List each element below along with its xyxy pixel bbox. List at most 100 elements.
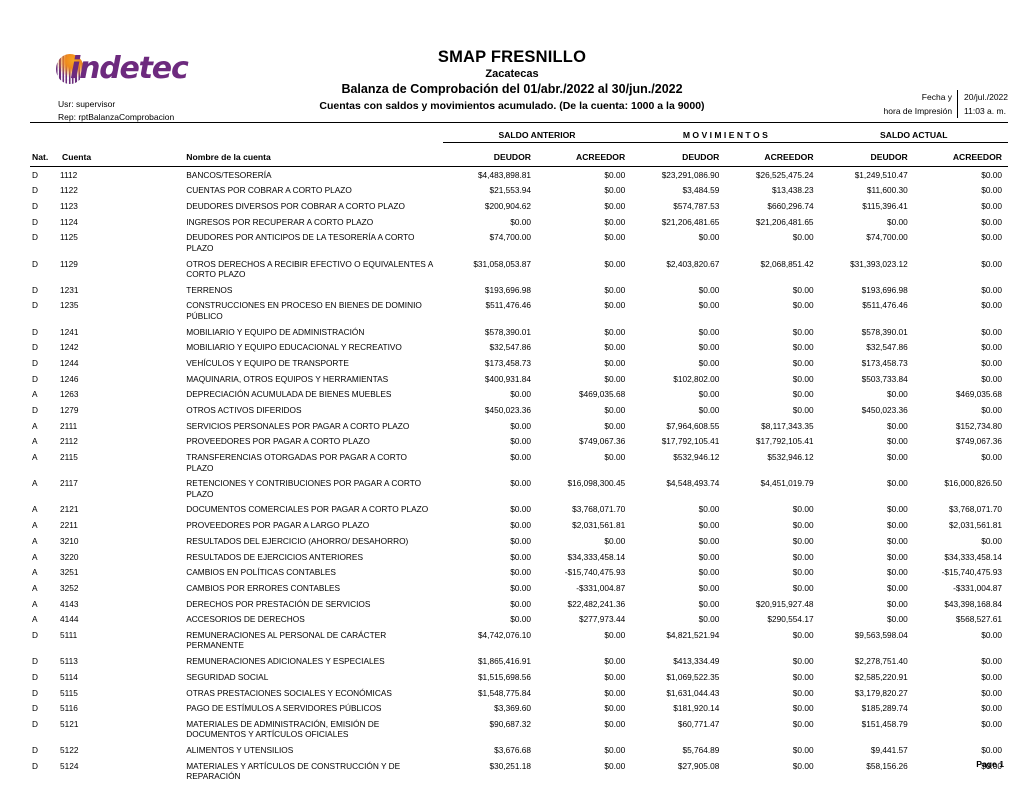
- table-row: D 1244 VEHÍCULOS Y EQUIPO DE TRANSPORTE $17…: [30, 355, 1008, 371]
- table-row: D 5121 MATERIALES DE ADMINISTRACIÓN, EMISI…: [30, 716, 1008, 742]
- cell-nombre: OTRAS PRESTACIONES SOCIALES Y ECONÓMICAS: [186, 687, 392, 698]
- cell-nat: D: [32, 656, 38, 667]
- cell-cuenta: 2121: [60, 504, 79, 515]
- cell-mov_acreedor: $4,451,019.79: [760, 478, 814, 489]
- cell-mov_acreedor: $0.00: [792, 535, 814, 546]
- cell-sact_deudor: $1,249,510.47: [854, 169, 908, 180]
- cell-mov_deudor: $0.00: [698, 614, 720, 625]
- cell-cuenta: 3210: [60, 535, 79, 546]
- column-header-cuenta: Cuenta: [62, 152, 92, 162]
- table-row: A 4143 DERECHOS POR PRESTACIÓN DE SERVICIO…: [30, 596, 1008, 612]
- cell-sa_deudor: $193,696.98: [484, 284, 531, 295]
- cell-cuenta: 3251: [60, 567, 79, 578]
- cell-nat: A: [32, 478, 38, 489]
- cell-mov_acreedor: $290,554.17: [767, 614, 814, 625]
- cell-nat: A: [32, 389, 38, 400]
- cell-sact_acreedor: $0.00: [981, 703, 1002, 714]
- cell-nombre: DOCUMENTOS COMERCIALES POR PAGAR A CORTO…: [186, 504, 429, 515]
- table-row: D 1112 BANCOS/TESORERÍA $4,483,898.81 $0.00 $…: [30, 167, 1008, 183]
- cell-sact_acreedor: $0.00: [981, 232, 1002, 243]
- cell-sa_acreedor: $0.00: [604, 703, 626, 714]
- cell-mov_deudor: $0.00: [698, 357, 720, 368]
- cell-cuenta: 3252: [60, 582, 79, 593]
- cell-mov_acreedor: $20,915,927.48: [755, 598, 814, 609]
- report-scope: Cuentas con saldos y movimientos acumula…: [319, 100, 705, 112]
- cell-mov_deudor: $2,403,820.67: [666, 258, 720, 269]
- cell-sa_deudor: $0.00: [510, 478, 531, 489]
- table-row: A 3252 CAMBIOS POR ERRORES CONTABLES $0.00 -…: [30, 580, 1008, 596]
- cell-sa_deudor: $1,515,698.56: [477, 671, 531, 682]
- cell-mov_acreedor: $0.00: [792, 520, 814, 531]
- cell-mov_deudor: $532,946.12: [673, 452, 720, 463]
- cell-cuenta: 1129: [60, 258, 78, 269]
- cell-mov_acreedor: $0.00: [792, 405, 814, 416]
- cell-sa_acreedor: $2,031,561.81: [572, 520, 626, 531]
- table-row: D 1123 DEUDORES DIVERSOS POR COBRAR A CORT…: [30, 198, 1008, 214]
- cell-nat: D: [32, 200, 38, 211]
- table-row: D 1231 TERRENOS $193,696.98 $0.00 $0.00 $0.00 $…: [30, 282, 1008, 298]
- table-row: D 5115 OTRAS PRESTACIONES SOCIALES Y ECONÓ…: [30, 685, 1008, 701]
- table-row: D 5111 REMUNERACIONES AL PERSONAL DE CARÁC…: [30, 627, 1008, 653]
- cell-mov_acreedor: $0.00: [792, 745, 814, 756]
- cell-sa_deudor: $200,904.62: [484, 200, 531, 211]
- table-body: D 1112 BANCOS/TESORERÍA $4,483,898.81 $0.00 $…: [30, 167, 1008, 785]
- cell-sa_acreedor: $0.00: [604, 342, 626, 353]
- cell-nat: D: [32, 185, 38, 196]
- cell-sact_deudor: $115,396.41: [862, 200, 908, 211]
- cell-sact_deudor: $2,278,751.40: [854, 656, 908, 667]
- cell-sact_acreedor: $0.00: [981, 452, 1002, 463]
- cell-nombre: MAQUINARIA, OTROS EQUIPOS Y HERRAMIENTAS: [186, 373, 389, 384]
- cell-nat: D: [32, 629, 38, 640]
- cell-sact_acreedor: $0.00: [981, 760, 1002, 771]
- cell-sact_deudor: $0.00: [886, 452, 908, 463]
- cell-mov_deudor: $60,771.47: [677, 718, 720, 729]
- cell-nat: A: [32, 582, 38, 593]
- cell-sact_acreedor: -$331,004.87: [953, 582, 1002, 593]
- cell-mov_deudor: $0.00: [698, 582, 720, 593]
- cell-nat: D: [32, 760, 38, 771]
- cell-nombre: PROVEEDORES POR PAGAR A LARGO PLAZO: [186, 520, 370, 531]
- column-header-sa-acreedor: ACREEDOR: [576, 152, 626, 162]
- cell-nat: D: [32, 373, 38, 384]
- cell-cuenta: 5116: [60, 703, 78, 714]
- cell-sact_acreedor: $152,734.80: [955, 420, 1002, 431]
- cell-sact_deudor: $173,458.73: [861, 357, 908, 368]
- cell-sa_acreedor: $0.00: [604, 169, 626, 180]
- table-row: D 1279 OTROS ACTIVOS DIFERIDOS $450,023.36 $…: [30, 402, 1008, 418]
- cell-sact_deudor: $0.00: [886, 614, 908, 625]
- cell-sact_acreedor: $749,067.36: [955, 436, 1002, 447]
- cell-nombre: CAMBIOS POR ERRORES CONTABLES: [186, 582, 341, 593]
- cell-mov_deudor: $413,334.49: [673, 656, 720, 667]
- cell-cuenta: 2115: [60, 452, 78, 463]
- cell-sact_acreedor: $0.00: [981, 745, 1002, 756]
- cell-sa_deudor: $3,676.68: [494, 745, 531, 756]
- cell-sa_acreedor: $277,973.44: [579, 614, 626, 625]
- cell-sa_deudor: $1,548,775.84: [477, 687, 531, 698]
- cell-sact_deudor: $2,585,220.91: [854, 671, 908, 682]
- group-header-saldo-actual: SALDO ACTUAL: [819, 123, 1008, 143]
- cell-mov_deudor: $21,206,481.65: [661, 216, 720, 227]
- cell-mov_deudor: $0.00: [698, 342, 720, 353]
- print-time: 11:03 a. m.: [964, 106, 1006, 116]
- cell-sact_acreedor: $0.00: [981, 357, 1002, 368]
- table-row: D 1242 MOBILIARIO Y EQUIPO EDUCACIONAL Y R…: [30, 340, 1008, 356]
- cell-mov_acreedor: $0.00: [792, 232, 814, 243]
- cell-sa_acreedor: $0.00: [604, 452, 626, 463]
- cell-sa_deudor: $0.00: [510, 452, 531, 463]
- cell-nombre: DEPRECIACIÓN ACUMULADA DE BIENES MUEBLES: [186, 389, 392, 400]
- cell-nombre: OTROS ACTIVOS DIFERIDOS: [186, 405, 302, 416]
- cell-sact_deudor: $0.00: [886, 389, 908, 400]
- cell-sact_deudor: $185,289.74: [861, 703, 908, 714]
- cell-sa_acreedor: -$331,004.87: [576, 582, 626, 593]
- cell-sa_acreedor: $0.00: [604, 656, 626, 667]
- cell-sa_acreedor: $749,067.36: [579, 436, 626, 447]
- cell-sact_deudor: $9,563,598.04: [854, 629, 908, 640]
- cell-sact_deudor: $58,156.26: [866, 760, 908, 771]
- cell-mov_deudor: $0.00: [698, 535, 720, 546]
- cell-nombre: PAGO DE ESTÍMULOS A SERVIDORES PÚBLICOS: [186, 703, 382, 714]
- cell-sa_deudor: $4,483,898.81: [477, 169, 531, 180]
- cell-sa_acreedor: $0.00: [604, 200, 626, 211]
- cell-cuenta: 1124: [60, 216, 78, 227]
- cell-mov_deudor: $0.00: [698, 232, 720, 243]
- print-label-line1: Fecha y: [921, 92, 953, 102]
